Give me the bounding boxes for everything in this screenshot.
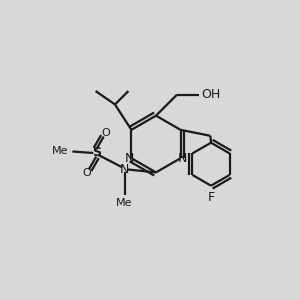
Text: OH: OH xyxy=(201,88,220,101)
Text: O: O xyxy=(82,168,91,178)
Text: N: N xyxy=(177,152,187,165)
Text: Me: Me xyxy=(116,198,133,208)
Text: N: N xyxy=(120,163,129,176)
Text: S: S xyxy=(92,146,101,160)
Text: N: N xyxy=(125,152,135,165)
Text: Me: Me xyxy=(51,146,68,157)
Text: O: O xyxy=(102,128,110,138)
Text: F: F xyxy=(207,191,214,204)
